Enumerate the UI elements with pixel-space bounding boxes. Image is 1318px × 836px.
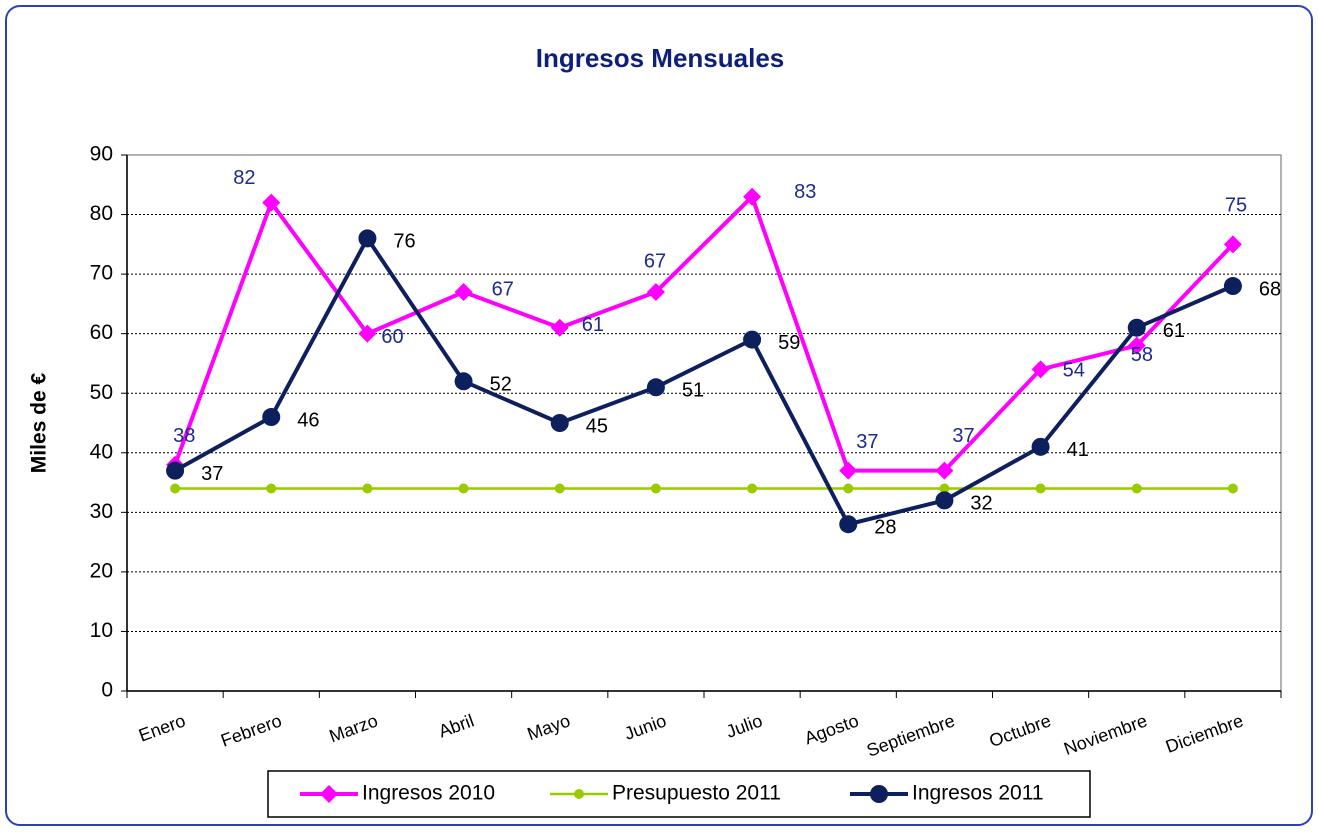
series-marker — [166, 461, 185, 480]
series-marker — [1223, 277, 1242, 296]
data-label: 83 — [794, 181, 816, 203]
y-axis-label: Miles de € — [28, 372, 51, 473]
series-marker — [262, 408, 281, 427]
chart-frame — [5, 5, 1313, 826]
y-tick-label: 40 — [90, 440, 113, 463]
data-label: 67 — [492, 278, 514, 300]
data-label: 51 — [682, 380, 704, 402]
y-tick-label: 20 — [90, 559, 113, 582]
series-marker — [554, 483, 565, 494]
y-tick-label: 60 — [90, 321, 113, 344]
data-label: 41 — [1067, 439, 1089, 461]
series-marker — [839, 515, 858, 534]
series-marker — [1031, 360, 1050, 379]
legend-label: Presupuesto 2011 — [612, 782, 781, 805]
series-marker — [650, 483, 661, 494]
legend-marker — [320, 785, 338, 803]
y-tick-label: 80 — [90, 202, 113, 225]
chart-title: Ingresos Mensuales — [536, 43, 785, 73]
data-label: 68 — [1259, 278, 1281, 300]
data-label: 37 — [856, 431, 878, 453]
data-label: 45 — [586, 415, 608, 437]
series-marker — [743, 187, 762, 206]
legend-label: Ingresos 2010 — [362, 782, 495, 805]
y-tick-label: 10 — [90, 619, 113, 642]
series-marker — [550, 318, 569, 337]
data-label: 58 — [1131, 344, 1153, 366]
series-marker — [839, 461, 858, 480]
series-marker — [1223, 235, 1242, 254]
data-label: 82 — [233, 167, 255, 189]
legend-marker — [574, 789, 584, 799]
data-label: 54 — [1063, 360, 1085, 382]
series-marker — [454, 282, 473, 301]
data-label: 75 — [1225, 195, 1247, 217]
series-marker — [362, 483, 373, 494]
series-marker — [262, 193, 281, 212]
legend — [267, 770, 1091, 818]
series-marker — [170, 483, 181, 494]
series-marker — [935, 461, 954, 480]
series-marker — [1127, 318, 1146, 337]
series-marker — [646, 378, 665, 397]
data-label: 67 — [644, 250, 666, 272]
y-tick-label: 30 — [90, 500, 113, 523]
series-marker — [458, 483, 469, 494]
data-label: 46 — [297, 409, 319, 431]
data-label: 52 — [490, 374, 512, 396]
legend-label: Ingresos 2011 — [912, 782, 1044, 805]
data-label: 61 — [582, 314, 604, 336]
series-marker — [1035, 483, 1046, 494]
series-marker — [743, 330, 762, 349]
data-label: 59 — [778, 332, 800, 354]
series-marker — [646, 282, 665, 301]
series-marker — [939, 483, 950, 494]
data-label: 28 — [874, 517, 896, 539]
y-tick-label: 70 — [90, 262, 113, 285]
series-marker — [358, 229, 377, 248]
series-marker — [454, 372, 473, 391]
legend-marker — [870, 785, 888, 803]
series-line — [174, 234, 1234, 527]
series-marker — [1127, 336, 1146, 355]
data-label: 60 — [381, 326, 403, 348]
series-marker — [935, 491, 954, 510]
y-tick-label: 90 — [90, 143, 113, 166]
series-marker — [1031, 437, 1050, 456]
data-label: 37 — [952, 425, 974, 447]
y-tick-label: 0 — [101, 679, 113, 702]
data-label: 32 — [970, 493, 992, 515]
data-label: 38 — [173, 425, 195, 447]
data-label: 61 — [1163, 320, 1185, 342]
series-marker — [358, 324, 377, 343]
series-marker — [1131, 483, 1142, 494]
data-label: 37 — [201, 463, 223, 485]
y-tick-label: 50 — [90, 381, 113, 404]
series-marker — [550, 414, 569, 432]
series-line — [173, 193, 1235, 473]
series-marker — [843, 483, 854, 494]
series-marker — [747, 483, 758, 494]
series-marker — [266, 483, 277, 494]
data-label: 76 — [393, 231, 415, 253]
series-marker — [1227, 483, 1238, 494]
